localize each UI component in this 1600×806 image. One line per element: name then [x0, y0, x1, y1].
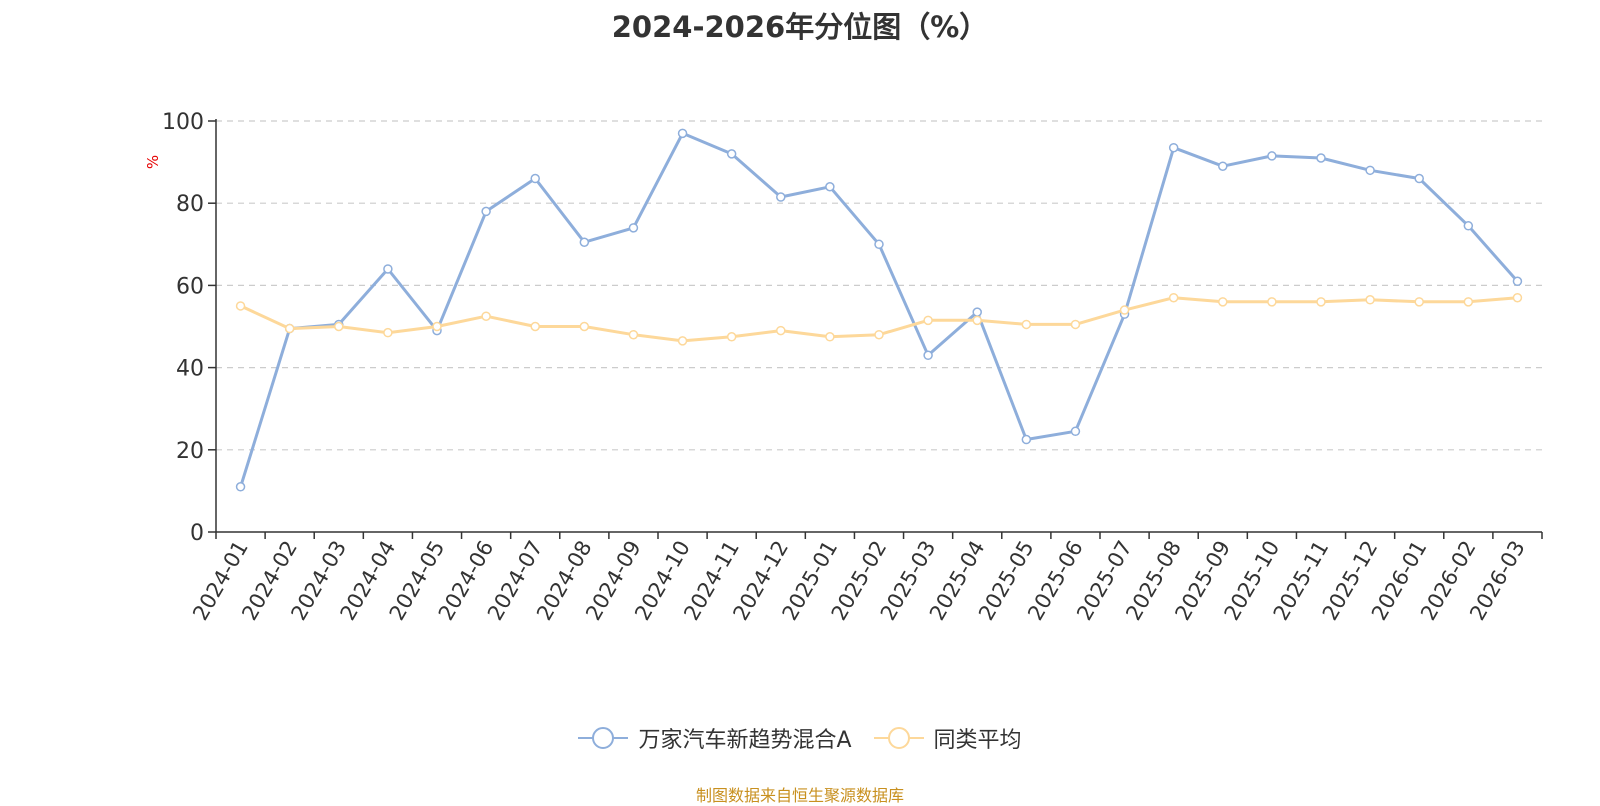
data-point-1 — [383, 327, 393, 338]
data-point-0 — [677, 128, 688, 139]
data-point-1 — [726, 332, 737, 342]
y-axis-label: % — [144, 155, 162, 169]
data-point-1 — [1365, 295, 1375, 305]
data-point-1 — [628, 329, 639, 340]
data-point-0 — [1218, 161, 1228, 171]
data-point-0 — [776, 192, 786, 202]
data-point-0 — [825, 182, 835, 192]
data-point-1 — [481, 311, 491, 321]
y-tick-label: 40 — [176, 357, 204, 382]
data-point-0 — [1463, 221, 1474, 231]
data-point-1 — [677, 336, 688, 346]
data-point-0 — [972, 307, 982, 317]
axes: 0204060801002024-012024-022024-032024-04… — [162, 110, 1543, 624]
data-point-1 — [825, 332, 835, 342]
legend-item-fund[interactable]: 万家汽车新趋势混合A — [578, 722, 852, 754]
legend-item-average[interactable]: 同类平均 — [873, 722, 1022, 754]
source-note: 制图数据来自恒生聚源数据库 — [695, 786, 904, 805]
data-point-1 — [923, 315, 933, 326]
legend-label-average: 同类平均 — [933, 728, 1022, 753]
data-point-0 — [579, 237, 590, 247]
data-point-0 — [1512, 276, 1523, 287]
data-point-0 — [530, 173, 540, 184]
data-point-0 — [628, 223, 639, 233]
data-point-1 — [1414, 297, 1424, 307]
data-point-0 — [481, 206, 491, 217]
data-point-0 — [235, 482, 246, 492]
data-point-0 — [726, 149, 737, 159]
series-lines — [235, 128, 1523, 492]
data-point-0 — [1267, 151, 1277, 161]
data-point-1 — [874, 329, 884, 340]
y-tick-label: 80 — [176, 192, 204, 217]
y-tick-label: 20 — [176, 439, 204, 464]
data-point-1 — [334, 321, 344, 332]
data-point-1 — [972, 315, 982, 326]
data-point-0 — [1168, 142, 1179, 153]
data-point-1 — [530, 321, 540, 332]
series-line-0 — [239, 131, 1519, 489]
chart-title: 2024-2026年分位图（%） — [611, 10, 989, 44]
data-point-1 — [1119, 305, 1130, 315]
data-point-1 — [776, 325, 786, 336]
legend-label-fund: 万家汽车新趋势混合A — [638, 728, 852, 753]
data-point-1 — [1267, 297, 1277, 307]
y-tick-label: 60 — [176, 274, 204, 299]
data-point-0 — [1021, 434, 1032, 445]
data-point-1 — [1070, 319, 1081, 330]
data-point-0 — [1365, 165, 1375, 176]
data-point-1 — [1021, 319, 1032, 330]
data-point-1 — [579, 321, 590, 332]
legend: 万家汽车新趋势混合A 同类平均 — [0, 722, 1600, 754]
data-point-1 — [1218, 297, 1228, 307]
y-tick-label: 100 — [162, 110, 204, 135]
data-point-0 — [1316, 153, 1326, 163]
data-point-0 — [874, 239, 884, 250]
legend-marker-average — [873, 727, 924, 749]
data-point-1 — [1463, 297, 1474, 307]
data-point-0 — [1070, 426, 1081, 437]
grid-lines — [216, 120, 1542, 451]
data-point-1 — [432, 321, 442, 332]
legend-marker-fund — [578, 727, 629, 749]
data-point-1 — [235, 301, 246, 311]
data-point-1 — [1512, 292, 1523, 303]
data-point-0 — [1414, 173, 1424, 184]
data-point-0 — [923, 350, 933, 361]
y-tick-label: 0 — [190, 521, 204, 546]
data-point-1 — [1168, 292, 1179, 303]
data-point-1 — [284, 323, 295, 334]
data-point-1 — [1316, 297, 1326, 307]
data-point-0 — [383, 264, 393, 274]
